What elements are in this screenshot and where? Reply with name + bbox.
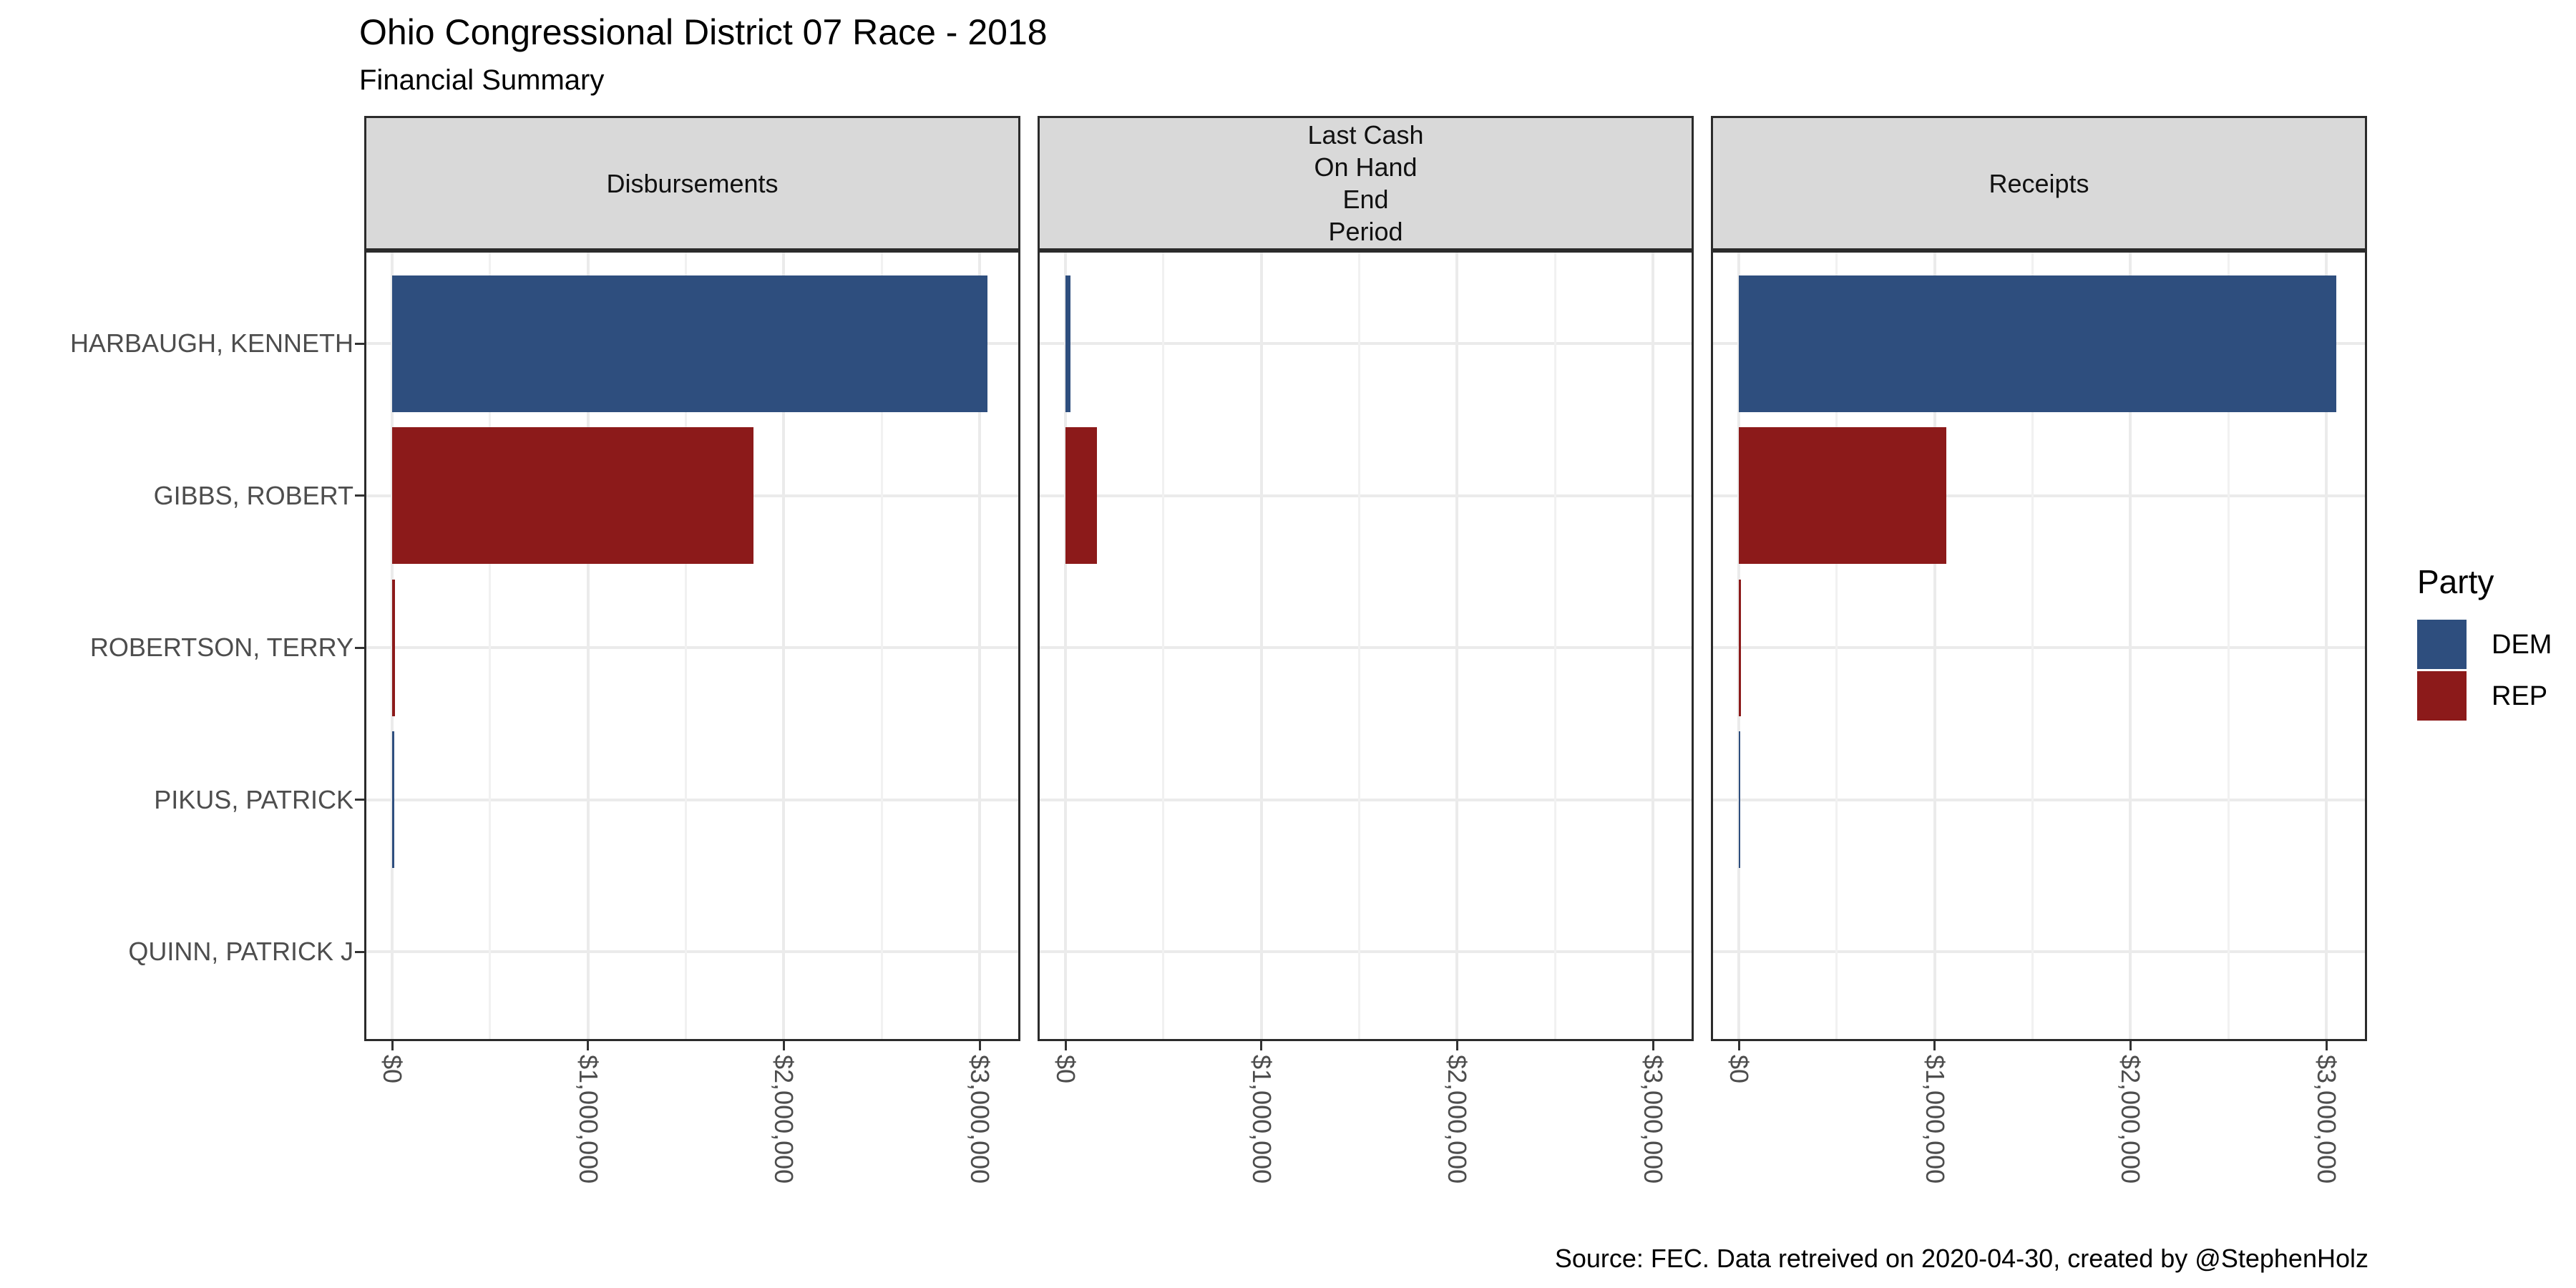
gridline-major — [1933, 253, 1936, 1039]
y-axis-label-pikus: PIKUS, PATRICK — [154, 784, 353, 814]
gridline-minor — [880, 253, 883, 1039]
gridline-major — [2325, 253, 2328, 1039]
facet-strip-2: Last Cash On Hand End Period — [1038, 116, 1694, 250]
source-caption: Source: FEC. Data retreived on 2020-04-3… — [1554, 1244, 2368, 1273]
chart-subtitle: Financial Summary — [359, 64, 605, 96]
x-axis-tick — [1455, 1041, 1458, 1050]
y-axis-tick — [355, 950, 364, 953]
gridline-minor — [2031, 253, 2034, 1039]
bar-pikus-3 — [1739, 731, 1741, 868]
x-axis-tick — [1933, 1041, 1936, 1050]
gridline-major — [1455, 253, 1459, 1039]
facet-panel-3 — [1711, 250, 2367, 1041]
x-axis-tick — [2325, 1041, 2328, 1050]
y-axis-label-robertson: ROBERTSON, TERRY — [89, 633, 353, 662]
gridline-major — [1652, 253, 1655, 1039]
gridline-horizontal — [1713, 646, 2365, 649]
bar-robertson-1 — [392, 579, 396, 716]
gridline-horizontal — [1040, 494, 1692, 497]
gridline-horizontal — [1040, 950, 1692, 953]
gridline-major — [2129, 253, 2132, 1039]
gridline-minor — [1358, 253, 1361, 1039]
x-axis-tick — [2129, 1041, 2132, 1050]
gridline-horizontal — [366, 950, 1018, 953]
facet-panel-1 — [364, 250, 1020, 1041]
y-axis-label-harbaugh: HARBAUGH, KENNETH — [69, 328, 353, 358]
gridline-horizontal — [366, 798, 1018, 801]
x-axis-tick-label: $1,000,000 — [573, 1055, 603, 1184]
chart-title: Ohio Congressional District 07 Race - 20… — [359, 12, 1048, 52]
gridline-horizontal — [1040, 646, 1692, 649]
legend-swatch-dem — [2417, 620, 2467, 669]
facet-strip-label-line: Receipts — [1989, 168, 2089, 198]
x-axis-tick-label: $3,000,000 — [1639, 1055, 1669, 1184]
y-axis-label-gibbs: GIBBS, ROBERT — [153, 480, 353, 510]
gridline-minor — [1835, 253, 1838, 1039]
facet-strip-label-line: Period — [1328, 217, 1403, 246]
bar-gibbs-1 — [392, 427, 753, 564]
gridline-horizontal — [1040, 798, 1692, 801]
x-axis-tick-label: $0 — [1724, 1055, 1754, 1084]
legend-label-rep: REP — [2492, 681, 2548, 711]
x-axis-tick — [1064, 1041, 1067, 1050]
gridline-horizontal — [1713, 494, 2365, 497]
facet-strip-label-line: Disbursements — [606, 168, 779, 198]
bar-harbaugh-1 — [392, 275, 988, 412]
y-axis-tick — [355, 646, 364, 649]
y-axis-label-quinn: QUINN, PATRICK J — [128, 937, 353, 966]
bar-harbaugh-3 — [1739, 275, 2336, 412]
legend-swatch-rep — [2417, 671, 2467, 721]
facet-panel-2 — [1038, 250, 1694, 1041]
facet-strip-label-line: On Hand — [1314, 152, 1418, 182]
y-axis-tick — [355, 494, 364, 497]
x-axis-tick-label: $3,000,000 — [2312, 1055, 2342, 1184]
y-axis-tick — [355, 342, 364, 345]
facet-strip-label-line: Last Cash — [1307, 120, 1424, 150]
facet-strip-label-line: End — [1342, 185, 1389, 214]
bar-gibbs-2 — [1065, 427, 1097, 564]
x-axis-tick — [1737, 1041, 1740, 1050]
bar-harbaugh-2 — [1065, 275, 1070, 412]
gridline-minor — [1553, 253, 1556, 1039]
gridline-major — [782, 253, 786, 1039]
x-axis-tick — [782, 1041, 785, 1050]
gridline-major — [586, 253, 590, 1039]
gridline-minor — [2227, 253, 2230, 1039]
facet-strip-3: Receipts — [1711, 116, 2367, 250]
x-axis-tick — [1652, 1041, 1654, 1050]
bar-gibbs-3 — [1739, 427, 1947, 564]
facet-strip-1: Disbursements — [364, 116, 1020, 250]
x-axis-tick — [978, 1041, 981, 1050]
gridline-minor — [1162, 253, 1165, 1039]
x-axis-tick-label: $1,000,000 — [1920, 1055, 1950, 1184]
x-axis-tick-label: $3,000,000 — [965, 1055, 995, 1184]
legend-label-dem: DEM — [2492, 630, 2552, 660]
x-axis-tick-label: $2,000,000 — [769, 1055, 799, 1184]
x-axis-tick-label: $2,000,000 — [1443, 1055, 1473, 1184]
gridline-horizontal — [366, 646, 1018, 649]
gridline-major — [1064, 253, 1067, 1039]
gridline-major — [1259, 253, 1263, 1039]
gridline-horizontal — [1713, 950, 2365, 953]
x-axis-tick — [587, 1041, 590, 1050]
x-axis-tick-label: $0 — [1051, 1055, 1080, 1084]
gridline-horizontal — [1713, 798, 2365, 801]
legend-title: Party — [2417, 563, 2494, 600]
gridline-major — [978, 253, 982, 1039]
y-axis-tick — [355, 799, 364, 801]
x-axis-tick-label: $0 — [378, 1055, 407, 1084]
x-axis-tick-label: $1,000,000 — [1246, 1055, 1277, 1184]
x-axis-tick — [391, 1041, 394, 1050]
gridline-horizontal — [1040, 342, 1692, 345]
x-axis-tick — [1260, 1041, 1263, 1050]
bar-pikus-1 — [392, 731, 394, 868]
gridline-minor — [489, 253, 492, 1039]
bar-robertson-3 — [1739, 579, 1741, 716]
gridline-minor — [685, 253, 688, 1039]
x-axis-tick-label: $2,000,000 — [2116, 1055, 2146, 1184]
